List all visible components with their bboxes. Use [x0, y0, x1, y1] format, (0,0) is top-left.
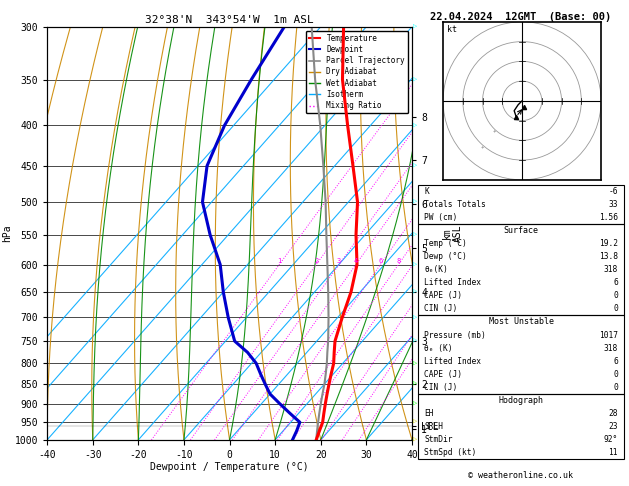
Text: 33: 33: [608, 200, 618, 209]
Text: 1017: 1017: [599, 330, 618, 340]
Text: Surface: Surface: [504, 226, 538, 235]
Text: 318: 318: [604, 344, 618, 353]
Text: θₑ(K): θₑ(K): [425, 265, 448, 274]
Text: θₑ (K): θₑ (K): [425, 344, 453, 353]
Text: 8: 8: [396, 259, 401, 264]
Text: ▷: ▷: [413, 289, 418, 295]
Text: 19.2: 19.2: [599, 239, 618, 248]
Text: ▷: ▷: [413, 261, 418, 268]
Text: 1: 1: [277, 259, 282, 264]
Text: ▷: ▷: [413, 122, 418, 128]
Text: 28: 28: [608, 409, 618, 418]
Text: ▷: ▷: [413, 360, 418, 366]
Text: kt: kt: [447, 25, 457, 34]
Text: Temp (°C): Temp (°C): [425, 239, 467, 248]
Text: ▷: ▷: [413, 232, 418, 238]
Text: 13.8: 13.8: [599, 252, 618, 261]
Text: 0: 0: [613, 291, 618, 300]
Text: ▷: ▷: [413, 24, 418, 30]
Text: Hodograph: Hodograph: [499, 396, 543, 405]
Text: 1.56: 1.56: [599, 213, 618, 222]
Text: 6: 6: [613, 278, 618, 287]
Text: Most Unstable: Most Unstable: [489, 317, 554, 327]
Text: SREH: SREH: [425, 422, 443, 431]
Text: -6: -6: [608, 187, 618, 196]
Text: ▷: ▷: [413, 419, 418, 425]
Text: PW (cm): PW (cm): [425, 213, 458, 222]
Text: © weatheronline.co.uk: © weatheronline.co.uk: [468, 470, 573, 480]
Text: ▷: ▷: [413, 163, 418, 169]
Text: ✦: ✦: [493, 128, 496, 134]
Text: 0: 0: [613, 304, 618, 313]
Text: K: K: [425, 187, 429, 196]
Text: CIN (J): CIN (J): [425, 304, 458, 313]
X-axis label: Dewpoint / Temperature (°C): Dewpoint / Temperature (°C): [150, 462, 309, 472]
Text: 22.04.2024  12GMT  (Base: 00): 22.04.2024 12GMT (Base: 00): [430, 12, 611, 22]
Text: 4: 4: [354, 259, 358, 264]
Text: 6: 6: [613, 357, 618, 365]
Text: StmSpd (kt): StmSpd (kt): [425, 448, 477, 457]
Text: CIN (J): CIN (J): [425, 383, 458, 392]
Text: 23: 23: [608, 422, 618, 431]
Text: 6: 6: [379, 259, 382, 264]
Text: Lifted Index: Lifted Index: [425, 278, 481, 287]
Text: 0: 0: [613, 383, 618, 392]
Text: 2: 2: [314, 259, 318, 264]
Text: ▷: ▷: [413, 400, 418, 407]
Text: 0: 0: [613, 370, 618, 379]
Text: CAPE (J): CAPE (J): [425, 370, 462, 379]
Text: Pressure (mb): Pressure (mb): [425, 330, 486, 340]
Y-axis label: km
ASL: km ASL: [442, 225, 463, 242]
Text: StmDir: StmDir: [425, 435, 453, 444]
Text: Dewp (°C): Dewp (°C): [425, 252, 467, 261]
Text: CAPE (J): CAPE (J): [425, 291, 462, 300]
Y-axis label: hPa: hPa: [2, 225, 12, 242]
Text: 3: 3: [337, 259, 342, 264]
Text: ▷: ▷: [413, 314, 418, 320]
Text: ✦: ✦: [481, 144, 484, 149]
Text: 318: 318: [604, 265, 618, 274]
Text: ▷: ▷: [413, 77, 418, 83]
Text: ▷: ▷: [413, 381, 418, 387]
Text: EH: EH: [425, 409, 434, 418]
Legend: Temperature, Dewpoint, Parcel Trajectory, Dry Adiabat, Wet Adiabat, Isotherm, Mi: Temperature, Dewpoint, Parcel Trajectory…: [306, 31, 408, 113]
Text: ▷: ▷: [413, 437, 418, 443]
Text: ▷: ▷: [413, 338, 418, 344]
Text: Totals Totals: Totals Totals: [425, 200, 486, 209]
Text: 92°: 92°: [604, 435, 618, 444]
Text: 11: 11: [608, 448, 618, 457]
Title: 32°38'N  343°54'W  1m ASL: 32°38'N 343°54'W 1m ASL: [145, 15, 314, 25]
Text: Lifted Index: Lifted Index: [425, 357, 481, 365]
Text: ▷: ▷: [413, 199, 418, 205]
